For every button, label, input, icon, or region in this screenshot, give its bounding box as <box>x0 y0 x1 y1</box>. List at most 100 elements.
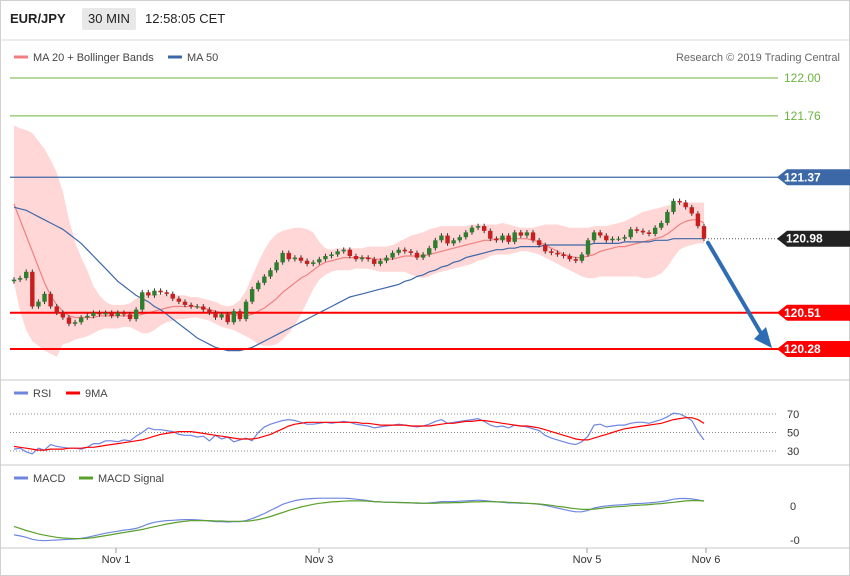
candle-body <box>378 260 383 264</box>
candle-body <box>219 314 224 318</box>
last-price-badge <box>777 230 850 247</box>
candle-body <box>524 232 530 236</box>
candle-body <box>85 315 90 318</box>
candle-body <box>475 226 481 228</box>
candle-body <box>567 256 572 260</box>
candle-body <box>683 202 688 208</box>
candle-body <box>140 292 145 310</box>
level-label: 120.51 <box>784 306 821 320</box>
level-badge <box>777 169 850 186</box>
candle-body <box>518 232 524 236</box>
candle-body <box>390 252 395 258</box>
candle-body <box>414 252 420 258</box>
candle-body <box>170 293 175 299</box>
candle-body <box>701 226 707 239</box>
candle-body <box>494 238 499 241</box>
candle-body <box>298 257 304 261</box>
level-label: 121.37 <box>784 170 821 184</box>
candle-body <box>408 251 414 253</box>
symbol-label: EUR/JPY <box>10 11 66 26</box>
candle-body <box>231 311 237 323</box>
candle-body <box>420 254 426 258</box>
candle-body <box>439 235 444 241</box>
candle-body <box>317 259 322 263</box>
rsi-line <box>13 412 705 455</box>
candle-body <box>249 289 255 302</box>
timestamp-label: 12:58:05 CET <box>145 11 226 26</box>
forecast-arrow-head <box>754 327 772 348</box>
candle-body <box>17 278 23 280</box>
candle-body <box>561 254 566 257</box>
candle-body <box>48 293 53 307</box>
candle-body <box>11 279 17 282</box>
candle-body <box>164 292 169 294</box>
candle-body <box>457 237 462 241</box>
price-tick-label: 121.76 <box>784 109 821 123</box>
candle-body <box>103 312 108 315</box>
candle-body <box>628 229 633 238</box>
bollinger-band <box>14 125 704 357</box>
candle-body <box>616 238 621 240</box>
candle-body <box>427 248 432 255</box>
macd-signal-legend-label: MACD Signal <box>98 473 164 485</box>
candle-body <box>201 306 206 310</box>
candle-body <box>182 301 188 305</box>
x-tick-label: Nov 3 <box>305 554 334 566</box>
candle-body <box>585 240 591 255</box>
candle-body <box>359 257 365 260</box>
candle-body <box>695 213 701 227</box>
candle-body <box>152 290 157 296</box>
price-panel: MA 20 + Bollinger Bands MA 50 Research © 2… <box>10 52 850 357</box>
candle-body <box>481 226 487 231</box>
candle-body <box>591 232 597 241</box>
candle-body <box>243 301 249 320</box>
candle-body <box>384 257 389 261</box>
x-tick-label: Nov 6 <box>692 554 721 566</box>
candle-body <box>671 200 676 212</box>
candle-body <box>121 312 127 315</box>
candle-body <box>323 256 328 260</box>
candle-body <box>237 311 243 320</box>
rsi-panel: RSI 9MA 70 50 30 <box>10 388 799 458</box>
candle-body <box>274 262 279 271</box>
candle-body <box>500 235 505 241</box>
rsi-tick-label: 30 <box>787 446 799 458</box>
candle-body <box>54 306 59 313</box>
candle-body <box>512 232 517 242</box>
candle-body <box>610 238 615 241</box>
candle-body <box>42 293 47 302</box>
rsi-ma9-line <box>13 417 705 451</box>
candle-body <box>36 301 41 307</box>
candle-body <box>329 254 334 257</box>
candle-body <box>213 312 218 318</box>
rsi-tick-label: 50 <box>787 428 799 440</box>
candle-body <box>194 306 200 308</box>
candle-body <box>304 260 310 264</box>
level-badge <box>777 304 850 321</box>
level-label: 120.28 <box>784 342 821 356</box>
candle-body <box>652 227 658 234</box>
candle-body <box>634 229 640 231</box>
candle-body <box>24 271 29 279</box>
candle-body <box>365 257 371 260</box>
candle-body <box>536 240 542 246</box>
forecast-arrow-shaft <box>706 240 764 337</box>
timeframe-tab[interactable]: 30 MIN <box>82 8 136 30</box>
rsi-legend-label: RSI <box>33 388 51 400</box>
candle-body <box>396 249 401 253</box>
macd-panel: MACD MACD Signal 0 -0 <box>13 473 800 547</box>
candle-body <box>91 312 96 316</box>
candle-body <box>573 259 578 261</box>
macd-signal-line <box>13 500 705 540</box>
candle-body <box>256 282 261 290</box>
last-price-label: 120.98 <box>786 232 823 246</box>
candle-body <box>665 211 670 223</box>
candle-body <box>127 314 133 320</box>
candle-body <box>433 240 438 249</box>
rsi-tick-label: 70 <box>787 409 799 421</box>
candle-body <box>555 252 560 255</box>
candle-body <box>597 232 603 236</box>
candle-body <box>347 249 353 257</box>
